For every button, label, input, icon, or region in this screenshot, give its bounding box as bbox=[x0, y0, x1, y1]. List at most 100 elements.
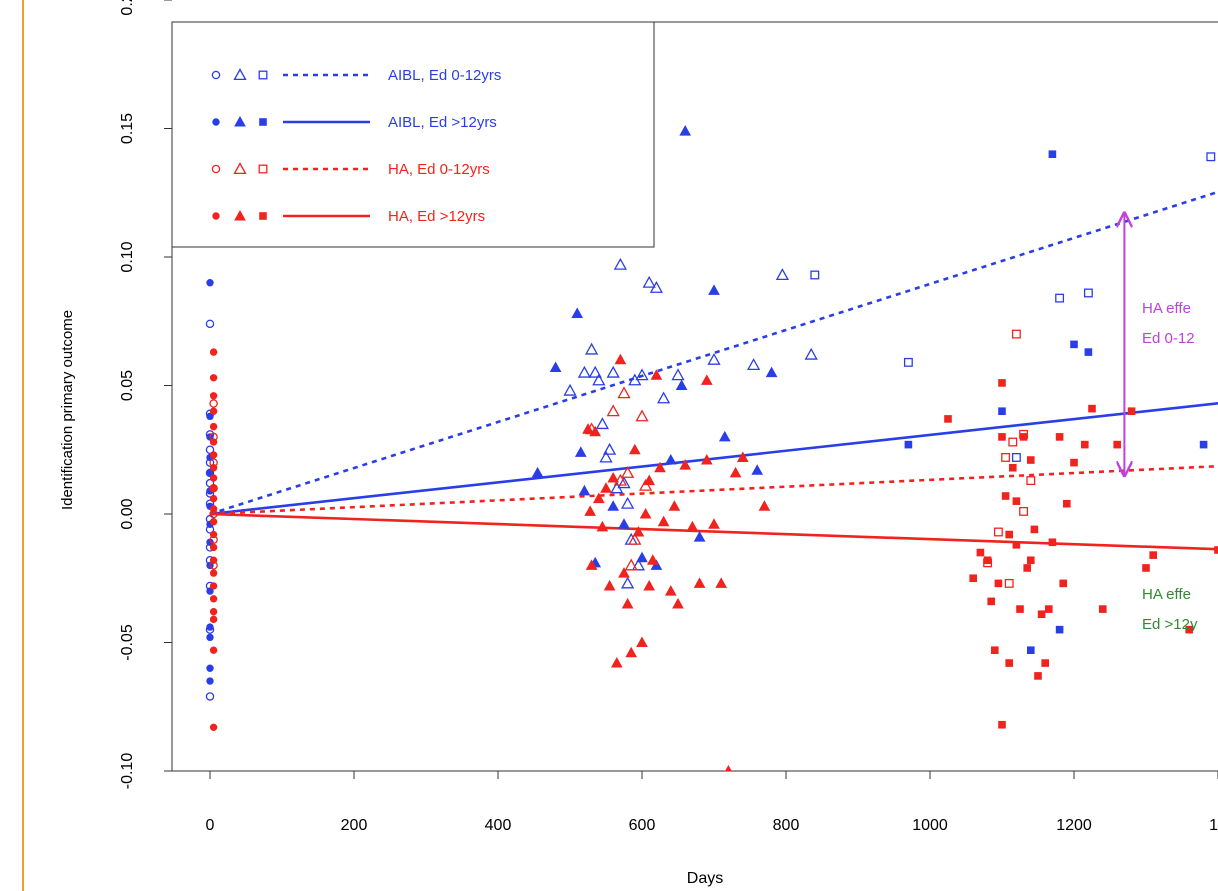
data-point bbox=[664, 454, 677, 465]
data-point bbox=[1012, 541, 1021, 549]
data-point bbox=[998, 379, 1006, 387]
data-point bbox=[679, 125, 692, 136]
data-point bbox=[582, 423, 594, 434]
data-point bbox=[904, 440, 913, 449]
data-point bbox=[804, 347, 818, 360]
legend-entry: HA, Ed 0-12yrs bbox=[211, 161, 490, 178]
data-point bbox=[1045, 605, 1053, 613]
data-point bbox=[1048, 150, 1057, 158]
data-point bbox=[632, 525, 645, 537]
data-point bbox=[606, 365, 620, 378]
data-point bbox=[1063, 499, 1071, 508]
data-point bbox=[595, 417, 610, 430]
x-tick-label: 600 bbox=[629, 817, 656, 834]
data-point bbox=[1034, 672, 1042, 680]
data-point bbox=[944, 415, 952, 423]
data-point bbox=[531, 466, 544, 478]
legend-triangle-marker bbox=[234, 115, 246, 127]
y-tick-label: -0.05 bbox=[119, 624, 136, 661]
data-point bbox=[577, 365, 592, 378]
x-tick-label: 0 bbox=[206, 817, 215, 834]
data-point bbox=[1008, 437, 1018, 447]
data-point bbox=[1055, 293, 1065, 303]
data-point bbox=[708, 518, 720, 529]
data-point bbox=[209, 582, 218, 590]
data-point bbox=[1004, 578, 1014, 588]
data-point bbox=[206, 279, 214, 287]
legend-triangle-marker bbox=[233, 162, 247, 175]
data-point bbox=[209, 543, 218, 552]
data-point bbox=[209, 646, 218, 654]
data-point bbox=[1142, 564, 1150, 572]
data-point bbox=[209, 530, 218, 539]
data-point bbox=[1070, 340, 1078, 349]
data-point bbox=[657, 515, 670, 527]
data-point bbox=[1019, 433, 1028, 441]
data-point bbox=[618, 518, 630, 529]
data-point bbox=[700, 374, 713, 385]
data-point bbox=[209, 723, 218, 732]
data-point bbox=[1012, 497, 1021, 505]
data-point bbox=[643, 474, 656, 486]
data-point bbox=[736, 451, 749, 462]
data-point bbox=[620, 466, 635, 478]
series-3 bbox=[209, 329, 1036, 588]
data-point bbox=[209, 607, 218, 616]
data-point bbox=[969, 574, 978, 583]
series-4 bbox=[209, 232, 1218, 771]
data-point bbox=[607, 471, 620, 483]
data-point bbox=[693, 531, 706, 542]
data-point bbox=[621, 597, 634, 609]
fit-lines bbox=[209, 190, 1218, 551]
data-point bbox=[1016, 605, 1024, 613]
data-point bbox=[1037, 610, 1046, 619]
data-point bbox=[206, 633, 214, 642]
data-point bbox=[206, 664, 214, 672]
annotations: HA effe Ed 0-12 HA effe Ed >12y bbox=[1124, 213, 1198, 633]
data-point bbox=[715, 577, 728, 588]
data-point bbox=[602, 442, 617, 455]
data-point bbox=[1206, 152, 1216, 162]
plot-area: HA effe Ed 0-12 HA effe Ed >12y bbox=[205, 125, 1218, 771]
legend-label: HA, Ed >12yrs bbox=[388, 208, 485, 225]
data-point bbox=[810, 270, 820, 280]
y-tick-label: 0.15 bbox=[119, 113, 136, 144]
data-point bbox=[983, 556, 992, 565]
data-point bbox=[549, 361, 562, 373]
data-point bbox=[1048, 538, 1057, 547]
data-point bbox=[1027, 646, 1035, 655]
legend-circle-marker bbox=[212, 212, 220, 220]
data-point bbox=[1127, 407, 1136, 415]
data-point bbox=[707, 352, 721, 365]
data-point bbox=[991, 646, 999, 655]
data-point bbox=[620, 496, 635, 509]
data-point bbox=[563, 383, 577, 396]
data-point bbox=[1088, 404, 1096, 413]
effect-label: HA effe bbox=[1142, 300, 1191, 317]
x-tick-label: 1200 bbox=[1056, 817, 1092, 834]
data-point bbox=[205, 319, 215, 329]
legend-label: AIBL, Ed >12yrs bbox=[388, 114, 497, 131]
data-point bbox=[1199, 440, 1208, 449]
data-point bbox=[209, 438, 218, 446]
x-tick-label: 200 bbox=[341, 817, 368, 834]
data-point bbox=[1026, 476, 1036, 486]
data-point bbox=[592, 492, 605, 504]
data-point bbox=[592, 373, 606, 386]
data-point bbox=[628, 532, 642, 545]
data-point bbox=[205, 445, 215, 454]
data-point bbox=[599, 450, 613, 463]
data-point bbox=[1023, 564, 1032, 572]
effect-label: Ed >12y bbox=[1142, 616, 1198, 633]
legend-square-marker bbox=[259, 118, 267, 126]
data-point bbox=[209, 494, 218, 503]
data-point bbox=[1027, 456, 1035, 464]
data-point bbox=[596, 520, 609, 532]
data-point bbox=[206, 623, 214, 631]
data-point bbox=[585, 559, 598, 570]
legend-entry: HA, Ed >12yrs bbox=[212, 208, 485, 225]
data-point bbox=[994, 579, 1003, 588]
data-point bbox=[671, 368, 685, 381]
y-tick-label: 0.05 bbox=[119, 370, 136, 401]
